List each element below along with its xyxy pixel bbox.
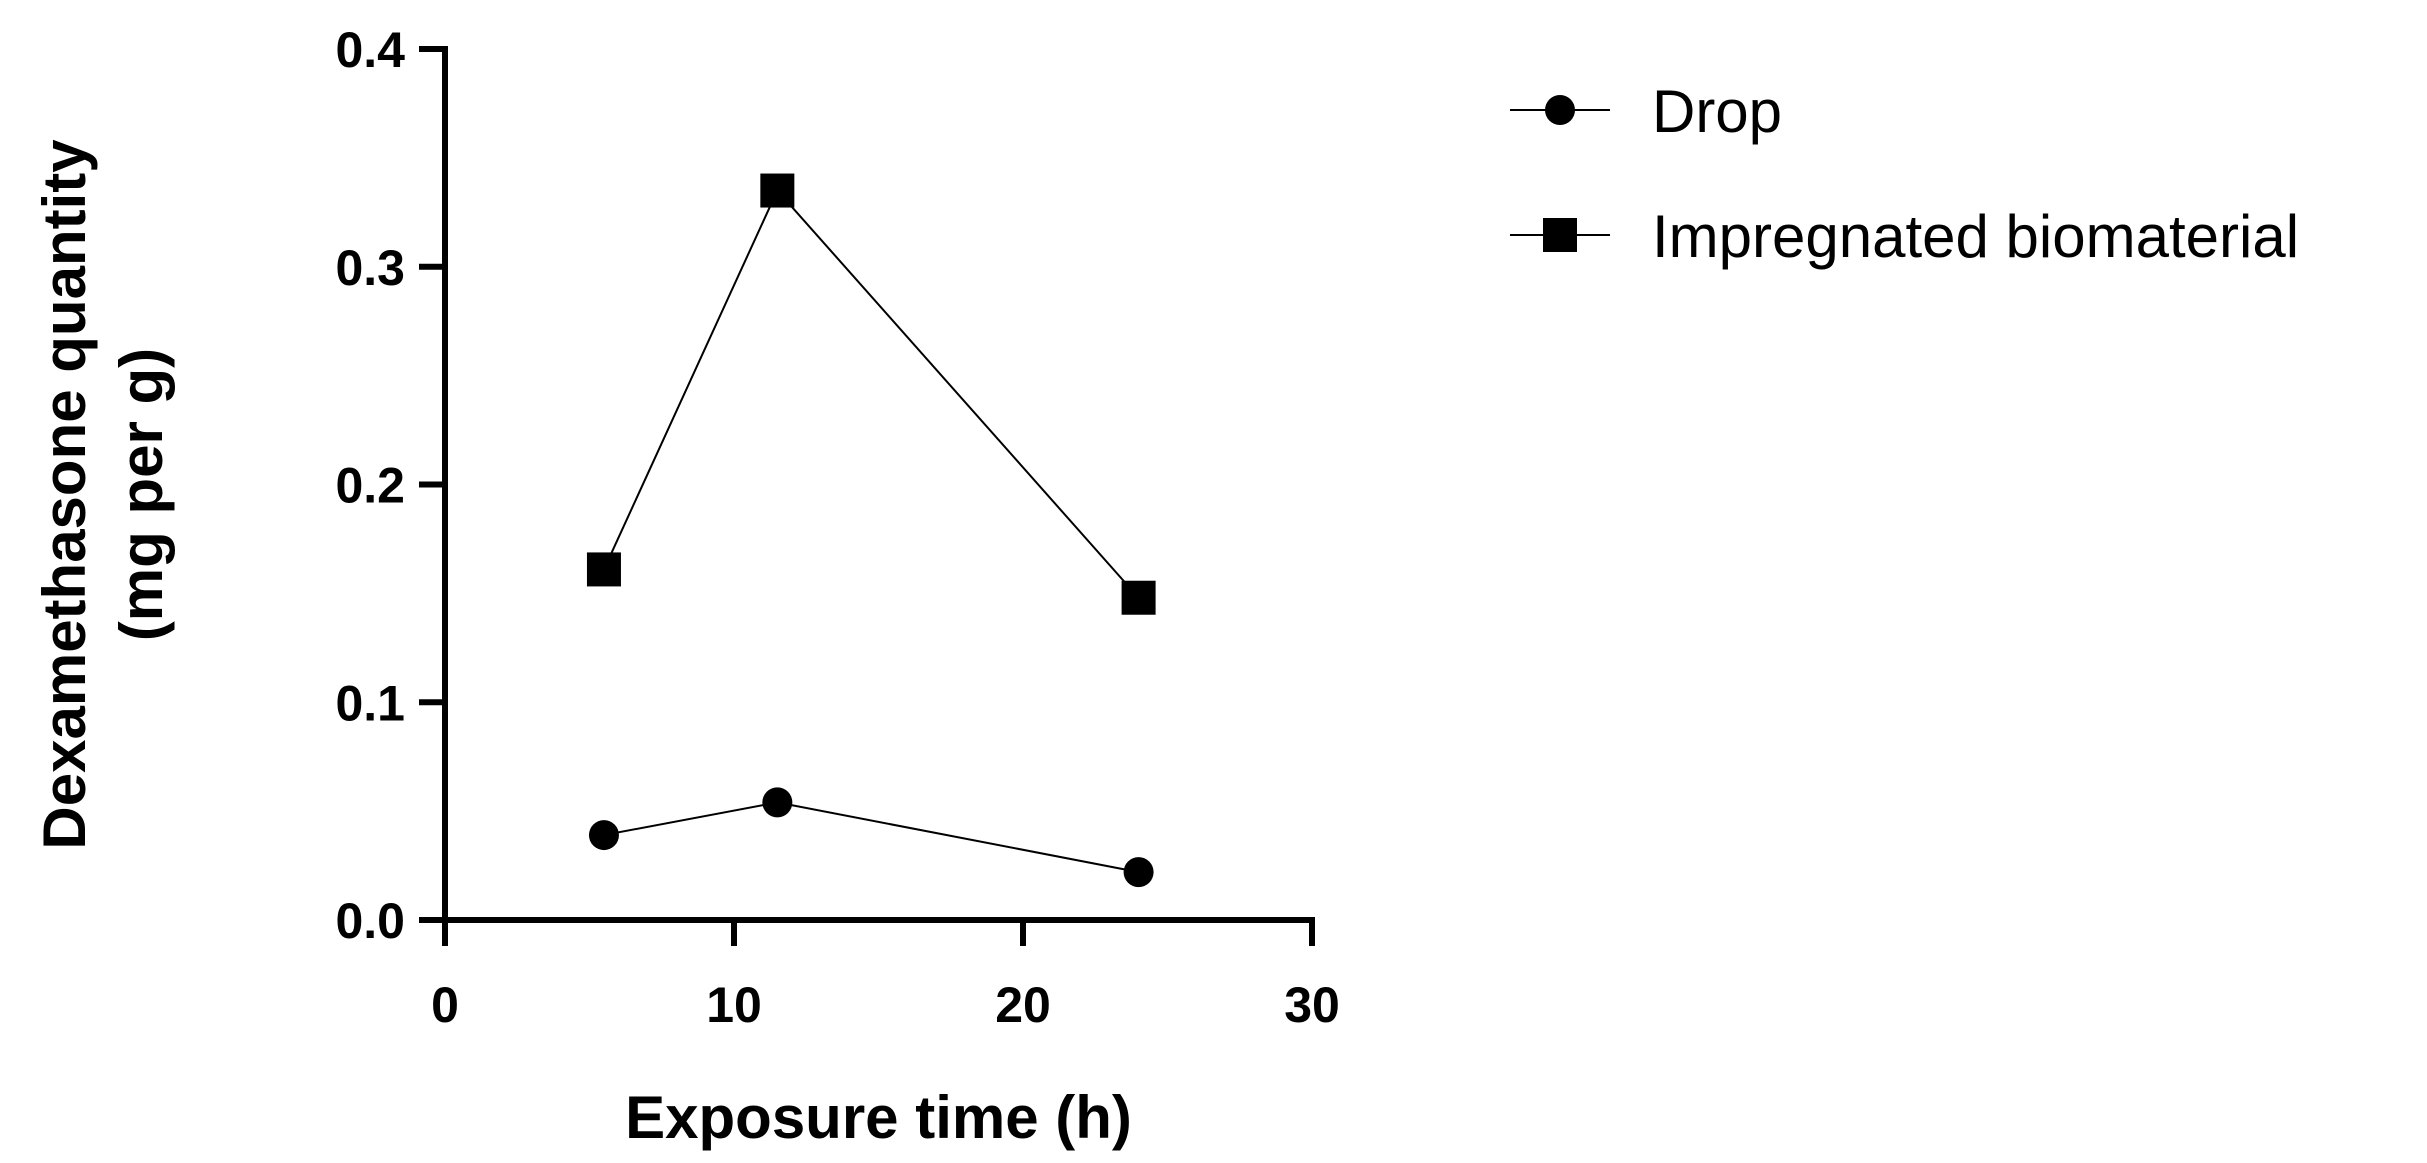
legend-entry: Drop — [1510, 78, 1782, 145]
y-tick-label: 0.3 — [335, 240, 405, 296]
legend-entry: Impregnated biomaterial — [1510, 203, 2299, 270]
legend-circle-marker — [1545, 95, 1575, 125]
y-tick-label: 0.4 — [335, 22, 405, 78]
x-axis-title: Exposure time (h) — [625, 1084, 1132, 1151]
y-tick-label: 0.1 — [335, 675, 405, 731]
x-tick-label: 10 — [706, 977, 762, 1033]
data-point-circle — [588, 820, 619, 851]
data-point-square — [760, 173, 795, 208]
y-axis-title-line: Dexamethasone quantity — [31, 139, 98, 850]
series-layer — [586, 173, 1156, 888]
y-axis-ticks: 0.0 0.1 0.2 0.3 0.4 — [335, 22, 445, 949]
y-tick-label: 0.2 — [335, 458, 405, 514]
series-impregnated-biomaterial — [586, 173, 1156, 615]
legend-label: Impregnated biomaterial — [1652, 203, 2299, 270]
y-axis-title: Dexamethasone quantity (mg per g) — [31, 139, 175, 850]
axis-titles: Exposure time (h) Dexamethasone quantity… — [31, 139, 1132, 1151]
series-drop — [588, 787, 1154, 888]
data-point-square — [586, 552, 621, 587]
y-tick-label: 0.0 — [335, 893, 405, 949]
chart-axes: 0.0 0.1 0.2 0.3 0.4 0 10 20 30 — [335, 22, 1339, 1033]
series-line — [603, 188, 1140, 599]
data-point-circle — [1123, 857, 1154, 888]
x-tick-label: 30 — [1284, 977, 1340, 1033]
x-tick-label: 0 — [431, 977, 459, 1033]
x-tick-label: 20 — [995, 977, 1051, 1033]
series-line — [603, 801, 1139, 874]
x-axis-ticks: 0 10 20 30 — [431, 920, 1340, 1033]
y-axis-title-line: (mg per g) — [108, 348, 175, 641]
data-point-circle — [762, 787, 793, 818]
chart-legend: Drop Impregnated biomaterial — [1510, 78, 2299, 270]
legend-label: Drop — [1652, 78, 1782, 145]
data-point-square — [1121, 580, 1156, 615]
legend-square-marker — [1543, 218, 1577, 252]
